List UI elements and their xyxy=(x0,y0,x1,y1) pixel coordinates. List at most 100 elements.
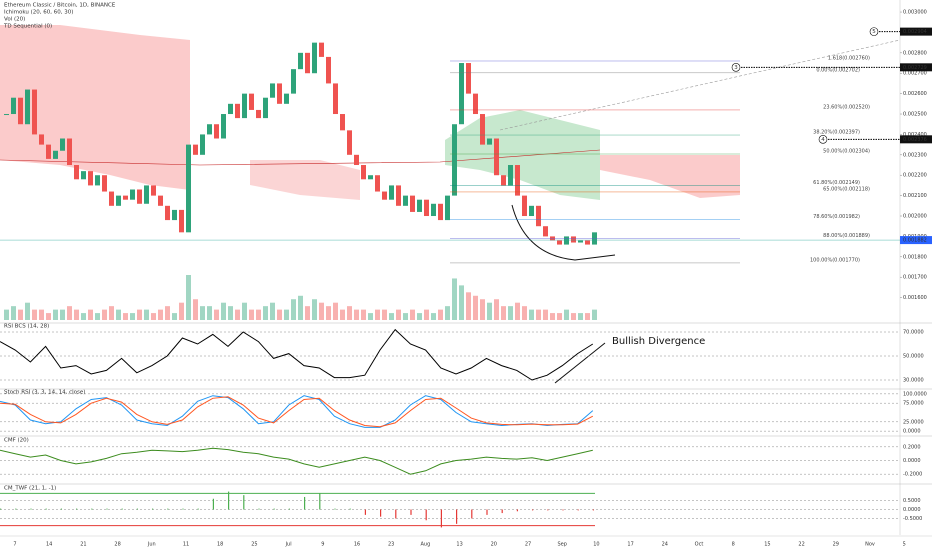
volume-bar xyxy=(284,309,289,320)
hist-bar xyxy=(456,509,458,524)
y-tick-label: 0.003000 xyxy=(903,10,927,16)
volume-bar xyxy=(578,313,583,320)
candle xyxy=(46,144,51,159)
candle xyxy=(18,97,23,125)
header-text: TD Sequential (0) xyxy=(3,24,52,30)
volume-bar xyxy=(487,302,492,320)
candle xyxy=(186,144,191,233)
volume-bar xyxy=(53,309,58,320)
y-tick-label: 0.5000 xyxy=(903,498,921,504)
volume-bar xyxy=(200,306,205,320)
hist-bar xyxy=(15,508,17,510)
volume-bar xyxy=(529,309,534,320)
volume-bar xyxy=(11,306,16,320)
y-tick-label: 70.0000 xyxy=(903,330,924,336)
date-label: 10 xyxy=(593,542,599,548)
hist-bar xyxy=(395,509,397,519)
candle xyxy=(515,165,520,196)
y-tick-label: 75.0000 xyxy=(903,401,924,407)
hist-bar xyxy=(410,509,412,515)
y-tick-label: 25.0000 xyxy=(903,419,924,425)
hist-bar xyxy=(334,508,336,510)
candle xyxy=(347,130,352,155)
candle xyxy=(494,138,499,176)
panel-title: CMF (20) xyxy=(4,438,29,444)
hist-bar xyxy=(486,509,488,515)
volume-bar xyxy=(88,309,93,320)
volume-bar xyxy=(228,306,233,320)
candle xyxy=(242,93,247,119)
date-label: 21 xyxy=(80,542,86,548)
volume-bar xyxy=(25,302,30,320)
candle xyxy=(578,240,583,243)
fib-label: 23.60%(0.002520) xyxy=(823,104,870,110)
y-tick-label: 0.002200 xyxy=(903,173,927,179)
volume-bar xyxy=(508,306,513,320)
volume-bar xyxy=(592,309,597,320)
y-tick-label: 0.002300 xyxy=(903,152,927,158)
hist-bar xyxy=(304,496,306,510)
fib-label: 65.00%(0.002118) xyxy=(823,186,870,192)
date-label: 23 xyxy=(388,542,394,548)
divergence-line xyxy=(554,342,606,384)
volume-bar xyxy=(550,313,555,320)
fib-label: 0.00%(0.002702) xyxy=(816,67,860,73)
candle xyxy=(333,83,338,115)
hist-bar xyxy=(364,509,366,515)
candle xyxy=(543,226,548,237)
volume-bar xyxy=(368,313,373,320)
hist-bar xyxy=(243,495,245,510)
volume-bar xyxy=(214,309,219,320)
volume-bar xyxy=(186,275,191,320)
hist-bar xyxy=(45,508,47,510)
candle xyxy=(284,93,289,104)
cloud-red xyxy=(250,160,360,200)
candle xyxy=(158,195,163,206)
volume-bar xyxy=(18,309,23,320)
wave-label: 5 xyxy=(872,29,876,35)
y-tick-label: 0.0000 xyxy=(903,507,921,513)
volume-bar xyxy=(249,309,254,320)
candle xyxy=(529,205,534,217)
price-box xyxy=(900,27,932,36)
date-label: 15 xyxy=(764,542,770,548)
last-price-label: 0.001882 xyxy=(903,238,927,244)
hist-bar xyxy=(106,508,108,510)
volume-bar xyxy=(95,313,100,320)
y-tick-label: 0.2000 xyxy=(903,444,921,450)
volume-bar xyxy=(466,292,471,320)
indicator-line xyxy=(0,328,594,381)
candle xyxy=(473,93,478,115)
candle xyxy=(4,114,9,116)
volume-bar xyxy=(298,295,303,320)
date-label: 11 xyxy=(183,542,189,548)
candle xyxy=(319,42,324,57)
fib-label: 50.00%(0.002304) xyxy=(823,149,870,155)
date-label: Aug xyxy=(421,542,431,548)
hist-bar xyxy=(577,509,579,511)
candle xyxy=(81,171,86,180)
volume-bar xyxy=(32,309,37,320)
volume-bar xyxy=(151,313,156,320)
volume-bar xyxy=(480,299,485,320)
date-label: 18 xyxy=(217,542,223,548)
candle xyxy=(326,56,331,84)
candle xyxy=(417,199,422,212)
volume-bar xyxy=(221,302,226,320)
candle xyxy=(116,195,121,206)
candle xyxy=(522,195,527,217)
candle xyxy=(368,175,373,180)
price-box xyxy=(900,135,932,144)
candle xyxy=(137,189,142,204)
volume-bar xyxy=(109,306,114,320)
volume-bar xyxy=(39,309,44,320)
hist-bar xyxy=(76,508,78,510)
candle xyxy=(179,209,184,233)
volume-bar xyxy=(382,309,387,320)
y-tick-label: 30.0000 xyxy=(903,378,924,384)
candle xyxy=(263,97,268,119)
date-label: 9 xyxy=(321,542,324,548)
date-label: 20 xyxy=(491,542,497,548)
volume-bar xyxy=(431,313,436,320)
candle xyxy=(235,103,240,119)
